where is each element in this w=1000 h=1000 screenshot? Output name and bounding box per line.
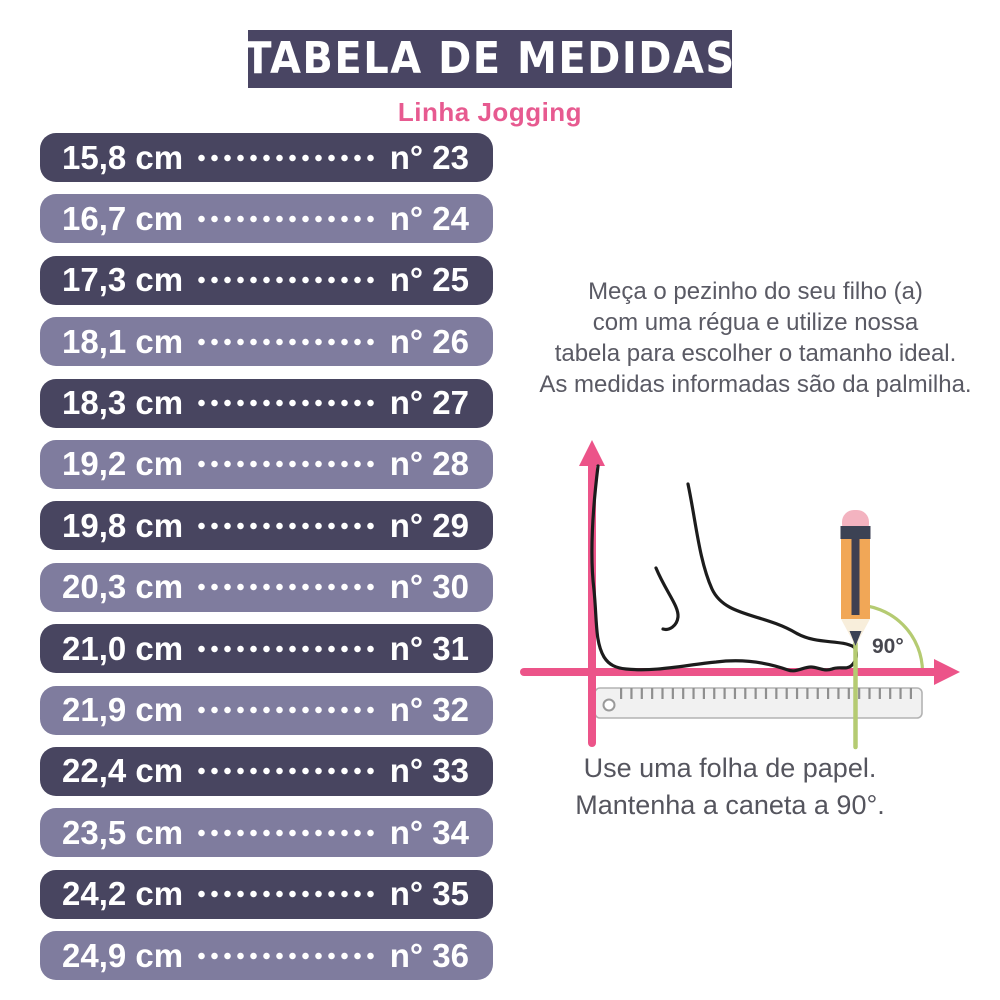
shoe-size-value: n° 31 bbox=[389, 629, 469, 667]
shoe-size-value: n° 23 bbox=[389, 138, 469, 176]
ruler-icon bbox=[594, 687, 923, 719]
insole-length-value: 19,8 cm bbox=[62, 506, 184, 544]
instruction-line: Meça o pezinho do seu filho (a) bbox=[588, 278, 923, 305]
ruler-hole bbox=[602, 698, 616, 712]
size-row: 24,9 cm n° 36 bbox=[40, 931, 493, 981]
dot-leader bbox=[195, 276, 380, 285]
size-row: 23,5 cm n° 34 bbox=[40, 808, 493, 858]
shoe-size-value: n° 33 bbox=[389, 752, 469, 790]
foot-measurement-diagram: 90° bbox=[520, 440, 960, 750]
insole-length-value: 20,3 cm bbox=[62, 568, 184, 606]
pencil-lead bbox=[849, 631, 862, 646]
insole-length-value: 23,5 cm bbox=[62, 813, 184, 851]
caption-line: Use uma folha de papel. bbox=[583, 753, 877, 783]
instruction-line: As medidas informadas são da palmilha. bbox=[539, 371, 972, 398]
foot-outline-icon bbox=[590, 464, 858, 673]
dot-leader bbox=[195, 951, 380, 960]
angle-label: 90° bbox=[872, 635, 904, 658]
insole-length-value: 16,7 cm bbox=[62, 199, 184, 237]
dot-leader bbox=[195, 337, 380, 346]
insole-length-value: 15,8 cm bbox=[62, 138, 184, 176]
shoe-size-value: n° 29 bbox=[389, 506, 469, 544]
shoe-size-value: n° 35 bbox=[389, 875, 469, 913]
shoe-size-value: n° 27 bbox=[389, 384, 469, 422]
shoe-size-value: n° 36 bbox=[389, 936, 469, 974]
dot-leader bbox=[195, 153, 380, 162]
pencil-icon bbox=[840, 510, 871, 646]
size-row: 18,1 cm n° 26 bbox=[40, 317, 493, 367]
y-axis-arrow-icon bbox=[579, 440, 605, 747]
size-row: 19,2 cm n° 28 bbox=[40, 439, 493, 489]
x-axis-arrow-icon bbox=[520, 659, 960, 685]
pencil-stripe bbox=[851, 539, 860, 615]
shoe-size-value: n° 30 bbox=[389, 568, 469, 606]
dot-leader bbox=[195, 399, 380, 408]
page-subtitle: Linha Jogging bbox=[397, 97, 583, 127]
shoe-size-value: n° 28 bbox=[389, 445, 469, 483]
dot-leader bbox=[195, 767, 380, 776]
insole-length-value: 24,2 cm bbox=[62, 875, 184, 913]
size-row: 15,8 cm n° 23 bbox=[40, 133, 493, 182]
shoe-size-value: n° 34 bbox=[389, 813, 469, 851]
dot-leader bbox=[195, 890, 380, 899]
caption-line: Mantenha a caneta a 90°. bbox=[575, 790, 885, 820]
dot-leader bbox=[195, 214, 380, 223]
size-row: 22,4 cm n° 33 bbox=[40, 746, 493, 796]
shoe-size-value: n° 32 bbox=[389, 691, 469, 729]
insole-length-value: 17,3 cm bbox=[62, 261, 184, 299]
pencil-band bbox=[840, 526, 871, 539]
shoe-size-value: n° 25 bbox=[389, 261, 469, 299]
dot-leader bbox=[195, 706, 380, 715]
shoe-size-value: n° 26 bbox=[389, 322, 469, 360]
dot-leader bbox=[195, 460, 380, 469]
insole-length-value: 19,2 cm bbox=[62, 445, 184, 483]
dot-leader bbox=[195, 644, 380, 653]
insole-length-value: 21,0 cm bbox=[62, 629, 184, 667]
size-row: 18,3 cm n° 27 bbox=[40, 378, 493, 428]
title-banner: TABELA DE MEDIDAS bbox=[244, 30, 734, 88]
instructions-text: Meça o pezinho do seu filho (a) com uma … bbox=[518, 276, 993, 400]
insole-length-value: 24,9 cm bbox=[62, 936, 184, 974]
instruction-line: com uma régua e utilize nossa bbox=[592, 309, 919, 336]
insole-length-value: 22,4 cm bbox=[62, 752, 184, 790]
insole-length-value: 21,9 cm bbox=[62, 691, 184, 729]
dot-leader bbox=[195, 521, 380, 530]
shoe-size-value: n° 24 bbox=[389, 199, 469, 237]
dot-leader bbox=[195, 583, 380, 592]
size-row: 19,8 cm n° 29 bbox=[40, 501, 493, 551]
insole-length-value: 18,3 cm bbox=[62, 384, 184, 422]
size-row: 21,9 cm n° 32 bbox=[40, 685, 493, 735]
size-row: 21,0 cm n° 31 bbox=[40, 624, 493, 674]
size-row: 24,2 cm n° 35 bbox=[40, 869, 493, 919]
size-row: 20,3 cm n° 30 bbox=[40, 562, 493, 612]
page-title: TABELA DE MEDIDAS bbox=[244, 34, 736, 84]
size-table: 15,8 cm n° 23 16,7 cm n° 24 17,3 cm n° 2… bbox=[40, 133, 493, 981]
size-row: 17,3 cm n° 25 bbox=[40, 255, 493, 305]
instruction-line: tabela para escolher o tamanho ideal. bbox=[554, 340, 957, 367]
diagram-caption: Use uma folha de papel. Mantenha a canet… bbox=[495, 750, 965, 824]
insole-length-value: 18,1 cm bbox=[62, 322, 184, 360]
size-row: 16,7 cm n° 24 bbox=[40, 194, 493, 244]
dot-leader bbox=[195, 828, 380, 837]
